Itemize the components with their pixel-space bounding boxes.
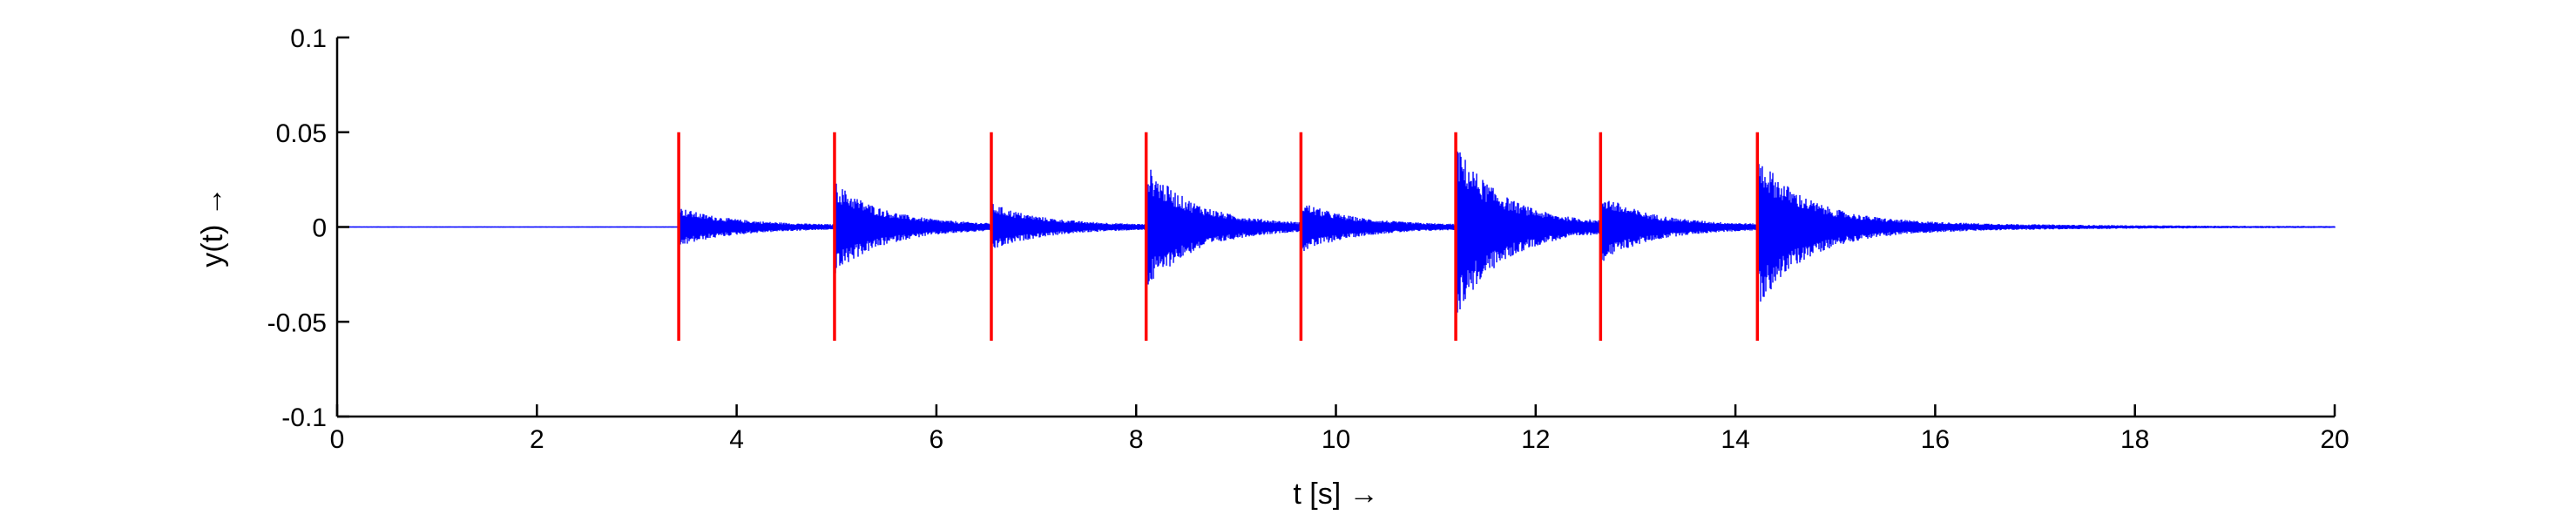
x-tick-label: 18 [2120,425,2149,454]
x-tick-label: 10 [1322,425,1350,454]
x-tick-label: 8 [1129,425,1144,454]
y-tick-label: -0.05 [267,308,327,337]
signal-waveform [336,151,2336,313]
x-tick-label: 20 [2320,425,2349,454]
x-tick-label: 16 [1921,425,1950,454]
signal-layer [336,151,2336,313]
y-tick-label: 0.05 [276,119,327,148]
x-ticks: 0 2 4 6 8 10 12 14 16 18 20 [330,404,2350,454]
onset-marker-layer [677,132,1760,341]
y-ticks: -0.1 -0.05 0 0.05 0.1 [267,24,349,432]
x-tick-label: 14 [1721,425,1749,454]
x-tick-label: 4 [729,425,744,454]
y-tick-label: 0 [312,214,327,243]
x-tick-label: 12 [1521,425,1550,454]
y-tick-label: -0.1 [281,403,327,432]
y-axis-label: y(t) → [196,186,229,268]
y-tick-label: 0.1 [290,24,327,53]
x-tick-label: 2 [530,425,544,454]
x-tick-label: 0 [330,425,345,454]
x-tick-label: 6 [930,425,944,454]
x-axis-label: t [s] → [1293,478,1378,511]
